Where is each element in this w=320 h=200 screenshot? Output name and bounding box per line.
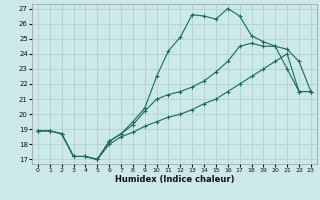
X-axis label: Humidex (Indice chaleur): Humidex (Indice chaleur) [115, 175, 234, 184]
